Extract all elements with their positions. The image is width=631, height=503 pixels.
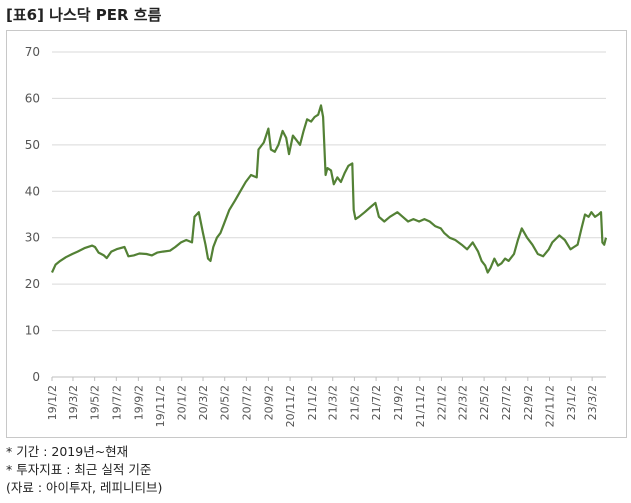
footnote-source: (자료 : 아이투자, 레피니티브) bbox=[6, 480, 163, 495]
x-tick-label: 21/3/2 bbox=[327, 385, 340, 420]
x-tick-label: 22/7/2 bbox=[500, 385, 513, 420]
x-tick-label: 19/7/2 bbox=[110, 385, 123, 420]
x-tick-label: 20/9/2 bbox=[262, 385, 275, 420]
y-tick-label: 50 bbox=[25, 138, 40, 152]
x-tick-label: 19/3/2 bbox=[67, 385, 80, 420]
x-tick-label: 21/11/2 bbox=[414, 385, 427, 427]
y-tick-label: 30 bbox=[25, 231, 40, 245]
y-axis-ticks: 0 10 20 30 40 50 60 70 bbox=[25, 45, 40, 384]
x-axis-ticks: 19/1/2 19/3/2 19/5/2 19/7/2 19/9/2 19/11/2 20/… bbox=[46, 377, 599, 427]
footnote-period: * 기간 : 2019년~현재 bbox=[6, 444, 129, 459]
per-line-chart: 0 10 20 30 40 50 60 70 19/1/2 19/3/2 19/5/2 19/7/2… bbox=[25, 45, 608, 427]
y-tick-label: 40 bbox=[25, 184, 40, 198]
x-tick-label: 21/1/2 bbox=[306, 385, 319, 420]
x-tick-label: 22/5/2 bbox=[478, 385, 491, 420]
x-tick-label: 21/9/2 bbox=[392, 385, 405, 420]
x-tick-label: 20/5/2 bbox=[219, 385, 232, 420]
x-tick-label: 22/3/2 bbox=[456, 385, 469, 420]
gridlines bbox=[52, 51, 606, 378]
x-tick-label: 21/7/2 bbox=[370, 385, 383, 420]
x-tick-label: 22/1/2 bbox=[435, 385, 448, 420]
x-tick-label: 22/9/2 bbox=[522, 385, 535, 420]
footnote-indicator: * 투자지표 : 최근 실적 기준 bbox=[6, 462, 152, 477]
per-series-line bbox=[50, 104, 608, 274]
y-tick-label: 60 bbox=[25, 91, 40, 105]
x-tick-label: 19/5/2 bbox=[89, 385, 102, 420]
chart-frame bbox=[6, 30, 627, 438]
y-tick-label: 10 bbox=[25, 324, 40, 338]
footnotes: * 기간 : 2019년~현재 * 투자지표 : 최근 실적 기준 (자료 : … bbox=[6, 443, 162, 497]
x-tick-label: 23/3/2 bbox=[586, 385, 599, 420]
x-tick-label: 19/9/2 bbox=[132, 385, 145, 420]
x-tick-label: 20/1/2 bbox=[176, 385, 189, 420]
chart-title: [표6] 나스닥 PER 흐름 bbox=[6, 6, 162, 24]
x-tick-label: 19/11/2 bbox=[154, 385, 167, 427]
y-tick-label: 20 bbox=[25, 277, 40, 291]
x-tick-label: 20/7/2 bbox=[240, 385, 253, 420]
y-tick-label: 70 bbox=[25, 45, 40, 59]
y-tick-label: 0 bbox=[32, 370, 40, 384]
x-tick-label: 22/11/2 bbox=[543, 385, 556, 427]
x-tick-label: 20/3/2 bbox=[197, 385, 210, 420]
x-tick-label: 20/11/2 bbox=[284, 385, 297, 427]
x-tick-label: 21/5/2 bbox=[348, 385, 361, 420]
x-tick-label: 23/1/2 bbox=[565, 385, 578, 420]
x-tick-label: 19/1/2 bbox=[46, 385, 59, 420]
